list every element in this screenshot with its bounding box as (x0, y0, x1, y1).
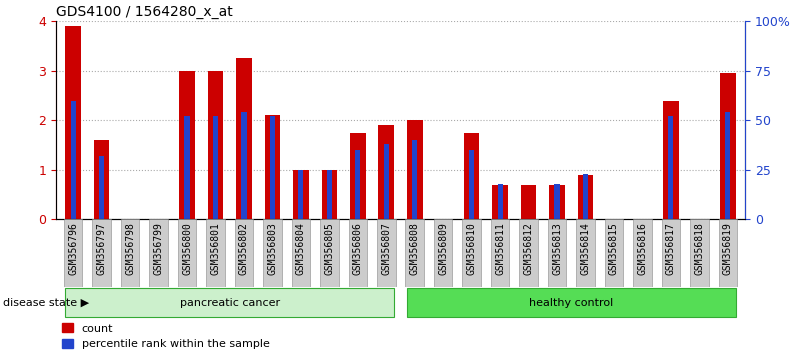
Text: GSM356797: GSM356797 (97, 222, 107, 275)
Bar (384, 144, 388, 219)
Bar (184, 116, 190, 219)
Bar (407, 120, 423, 219)
Bar (663, 101, 678, 219)
Text: GSM356818: GSM356818 (694, 222, 704, 275)
Text: GSM356811: GSM356811 (495, 222, 505, 275)
Bar (462, 219, 481, 287)
Bar (378, 125, 394, 219)
Bar (493, 185, 508, 219)
Bar (605, 219, 623, 287)
Text: GSM356817: GSM356817 (666, 222, 676, 275)
Bar (405, 219, 424, 287)
Bar (578, 175, 594, 219)
Bar (576, 219, 595, 287)
Text: GSM356815: GSM356815 (609, 222, 619, 275)
Bar (583, 174, 588, 219)
Bar (718, 219, 737, 287)
Bar (270, 116, 275, 219)
Bar (121, 219, 139, 287)
Bar (64, 219, 83, 287)
Bar (491, 219, 509, 287)
Text: GSM356801: GSM356801 (211, 222, 220, 275)
Text: healthy control: healthy control (529, 298, 614, 308)
Bar (521, 185, 537, 219)
Text: GSM356808: GSM356808 (410, 222, 420, 275)
Bar (241, 113, 247, 219)
Bar (70, 101, 76, 219)
Text: GSM356813: GSM356813 (552, 222, 562, 275)
Bar (92, 219, 111, 287)
Bar (327, 170, 332, 219)
Text: GSM356812: GSM356812 (524, 222, 533, 275)
Text: GSM356807: GSM356807 (381, 222, 391, 275)
Bar (725, 113, 731, 219)
Bar (264, 219, 282, 287)
Text: GSM356800: GSM356800 (182, 222, 192, 275)
Bar (548, 219, 566, 287)
Bar (413, 140, 417, 219)
Bar (519, 219, 537, 287)
Bar (207, 71, 223, 219)
Bar (497, 184, 503, 219)
Text: GSM356803: GSM356803 (268, 222, 277, 275)
Legend: count, percentile rank within the sample: count, percentile rank within the sample (62, 324, 269, 349)
Text: GDS4100 / 1564280_x_at: GDS4100 / 1564280_x_at (56, 5, 233, 19)
Bar (178, 219, 196, 287)
Text: GSM356809: GSM356809 (438, 222, 449, 275)
Text: disease state ▶: disease state ▶ (3, 298, 90, 308)
Bar (320, 219, 339, 287)
Bar (149, 219, 167, 287)
Bar (690, 219, 709, 287)
Bar (634, 219, 652, 287)
Text: GSM356799: GSM356799 (154, 222, 163, 275)
Bar (321, 170, 337, 219)
Bar (469, 150, 474, 219)
Bar (235, 219, 253, 287)
Bar (350, 133, 365, 219)
Bar (213, 116, 218, 219)
Bar (66, 288, 394, 317)
Text: GSM356814: GSM356814 (581, 222, 590, 275)
Bar (720, 73, 735, 219)
Bar (292, 219, 310, 287)
Bar (236, 58, 252, 219)
Bar (407, 288, 735, 317)
Bar (434, 219, 453, 287)
Bar (464, 133, 480, 219)
Bar (668, 116, 674, 219)
Bar (179, 71, 195, 219)
Text: GSM356806: GSM356806 (352, 222, 363, 275)
Bar (264, 115, 280, 219)
Bar (206, 219, 225, 287)
Bar (662, 219, 680, 287)
Text: GSM356802: GSM356802 (239, 222, 249, 275)
Bar (66, 26, 81, 219)
Text: GSM356816: GSM356816 (638, 222, 647, 275)
Bar (554, 184, 560, 219)
Bar (94, 140, 110, 219)
Text: GSM356805: GSM356805 (324, 222, 334, 275)
Text: GSM356810: GSM356810 (467, 222, 477, 275)
Bar (298, 170, 304, 219)
Text: GSM356819: GSM356819 (723, 222, 733, 275)
Bar (293, 170, 308, 219)
Bar (348, 219, 367, 287)
Text: GSM356798: GSM356798 (125, 222, 135, 275)
Bar (99, 156, 104, 219)
Bar (377, 219, 396, 287)
Text: pancreatic cancer: pancreatic cancer (179, 298, 280, 308)
Text: GSM356804: GSM356804 (296, 222, 306, 275)
Text: GSM356796: GSM356796 (68, 222, 78, 275)
Bar (549, 185, 565, 219)
Bar (355, 150, 360, 219)
